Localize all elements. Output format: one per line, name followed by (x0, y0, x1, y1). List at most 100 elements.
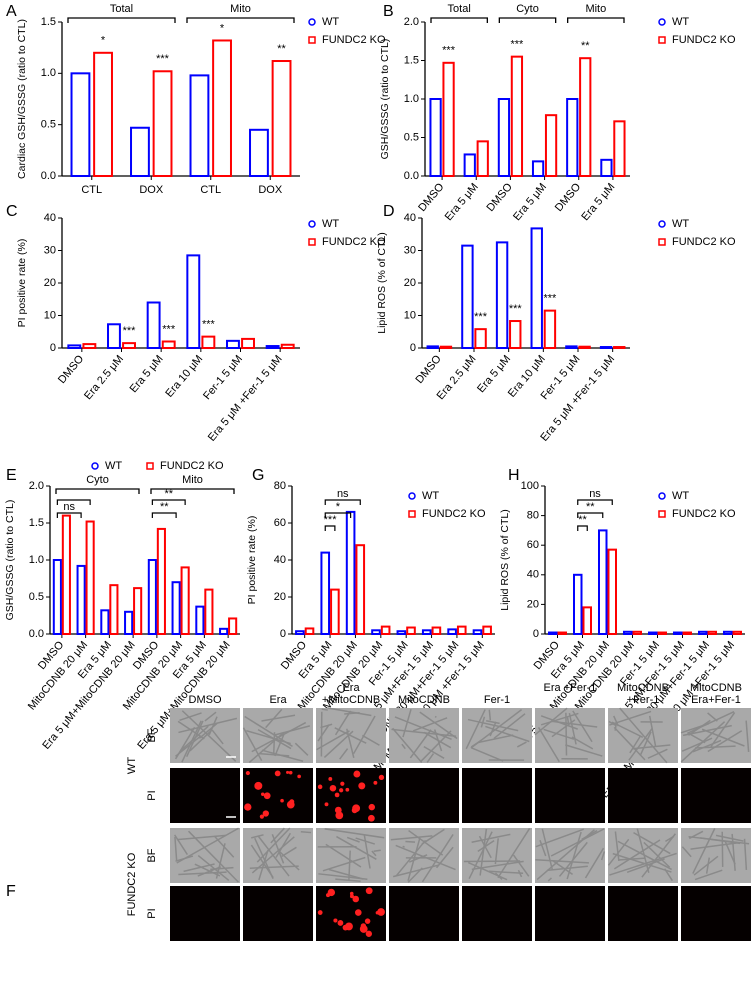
cell-texture (194, 863, 221, 877)
bar (565, 345, 578, 349)
legend-label: WT (672, 16, 689, 28)
column-label: Era +MitoCDNB (321, 682, 381, 706)
significance-label: *** (442, 45, 456, 57)
comparison-bracket (151, 499, 186, 505)
legend-marker (408, 510, 416, 518)
legend-label: WT (672, 218, 689, 230)
micrograph (316, 828, 386, 883)
legend-marker (308, 238, 316, 246)
micrograph (681, 886, 751, 941)
y-tick-label: 0.0 (29, 628, 44, 640)
bar (70, 72, 91, 177)
cell-texture (572, 710, 593, 743)
bar (495, 241, 509, 349)
y-tick-label: 80 (527, 510, 539, 522)
bar (304, 627, 315, 636)
group-bracket (150, 488, 235, 494)
group-bracket (67, 17, 176, 23)
x-tick-label: DMSO (553, 181, 584, 214)
legend-marker (408, 492, 416, 500)
bar (122, 342, 136, 349)
cell-texture (471, 833, 511, 843)
pi-stained-cell (260, 792, 265, 797)
column-label: DMSO (188, 694, 222, 706)
micrograph (462, 886, 532, 941)
bar (152, 70, 173, 177)
bar (371, 629, 381, 635)
pi-stained-cell (349, 894, 354, 899)
bar (439, 345, 453, 350)
bar (124, 610, 134, 635)
panel-letter: H (508, 467, 520, 484)
bar (265, 345, 280, 349)
bar (698, 630, 708, 636)
bar (171, 581, 181, 636)
cell-texture (477, 734, 514, 744)
legend-marker (308, 36, 316, 44)
significance-label: *** (543, 293, 557, 305)
bar (482, 625, 492, 635)
pi-stained-cell (358, 782, 366, 790)
column-label: Era (269, 694, 287, 706)
x-tick-label: DMSO (416, 181, 447, 214)
cell-texture (317, 724, 330, 742)
legend-label: WT (105, 460, 122, 472)
bar (598, 529, 608, 636)
cell-texture (552, 720, 598, 728)
cell-texture (320, 723, 333, 729)
cell-texture (467, 718, 519, 732)
bar (573, 573, 583, 635)
cell-texture (407, 837, 421, 882)
micrograph (535, 768, 605, 823)
y-tick-label: 40 (44, 212, 56, 224)
cell-texture (373, 849, 381, 852)
bar (396, 630, 407, 635)
group-label: Total (448, 3, 471, 15)
group-label: Mito (585, 3, 606, 15)
bar (497, 98, 511, 177)
legend-label: WT (322, 16, 339, 28)
micrograph (681, 828, 751, 883)
y-tick-label: 20 (274, 591, 286, 603)
cell-texture (715, 834, 744, 842)
y-tick-label: 0 (410, 342, 416, 354)
bar (107, 323, 121, 349)
panel-letter: D (383, 203, 395, 220)
y-tick-label: 10 (44, 309, 56, 321)
legend-marker (146, 462, 154, 470)
cell-texture (412, 717, 448, 732)
y-tick-label: 40 (274, 554, 286, 566)
bar (566, 98, 579, 177)
bar (180, 566, 190, 636)
cell-texture (479, 828, 488, 876)
bar (732, 630, 742, 636)
pi-stained-cell (378, 774, 385, 781)
micrograph (170, 768, 240, 823)
bar (447, 628, 457, 635)
micrograph (681, 768, 751, 823)
bar (600, 158, 613, 178)
cell-texture (261, 714, 296, 722)
comparison-bracket (324, 525, 336, 531)
cell-texture (477, 840, 495, 853)
legend-label: WT (672, 490, 689, 502)
cell-texture (390, 835, 433, 841)
bar (476, 140, 489, 178)
pi-stained-cell (274, 770, 281, 777)
cell-texture (348, 850, 351, 880)
y-tick-label: 2.0 (404, 16, 419, 28)
pi-stained-cell (375, 911, 380, 915)
cell-texture (335, 878, 361, 882)
cell-texture (176, 827, 239, 864)
cell-texture (494, 872, 503, 880)
pi-stained-cell (367, 814, 375, 822)
bar (657, 631, 667, 636)
y-tick-label: 0.0 (41, 170, 56, 182)
y-tick-label: 0.5 (41, 119, 56, 131)
group-bracket (498, 17, 557, 23)
legend-label: FUNDC2 KO (672, 236, 736, 248)
bar (579, 57, 592, 177)
cell-texture (402, 845, 405, 848)
cell-texture (471, 747, 504, 762)
comparison-label: ** (164, 488, 173, 500)
